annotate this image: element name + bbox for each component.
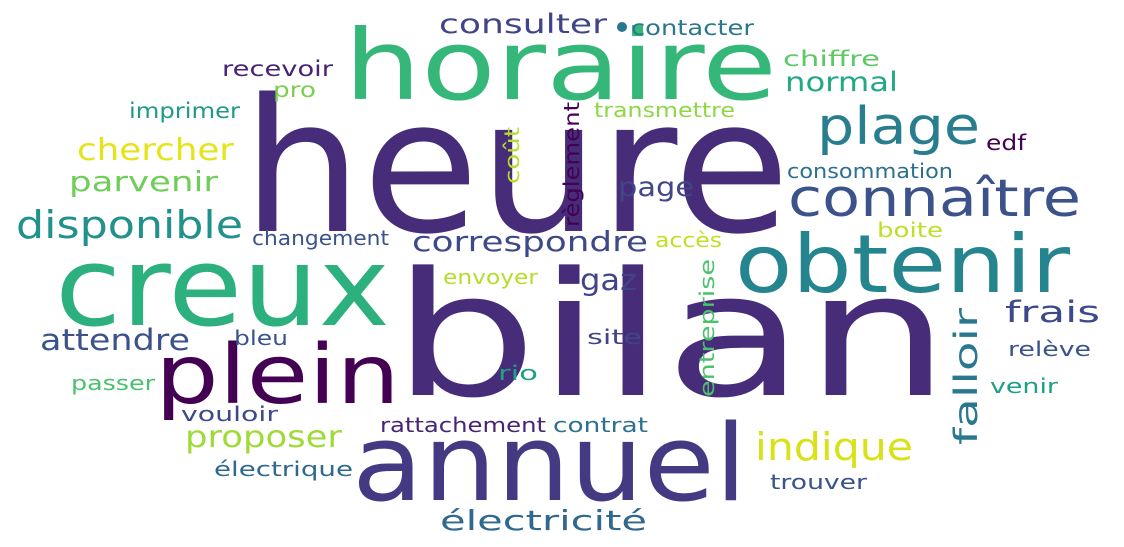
word-indique: indique [755,425,913,469]
word-envoyer: envoyer [443,265,539,289]
bullet-dot-icon [617,22,627,32]
word-vouloir: vouloir [181,402,279,426]
word-bleu: bleu [234,326,288,350]
word-obtenir: obtenir [735,218,1070,311]
word-chiffre: chiffre [783,47,880,71]
word-electricite: électricité [440,504,647,537]
word-heure: heure [242,59,790,275]
word-consulter: consulter [439,9,608,40]
word-reglement: règlement [560,102,584,227]
word-changement: changement [252,226,389,250]
word-plein: plein [155,328,400,423]
word-acces: accès [655,228,722,252]
word-normal: normal [785,67,898,98]
word-passer: passer [71,371,156,395]
word-pro: pro [273,78,316,102]
word-imprimer: imprimer [129,99,240,123]
word-parvenir: parvenir [69,165,219,198]
word-connaitre: connaître [788,169,1081,229]
word-frais: frais [1005,295,1100,329]
word-consommation: consommation [787,159,953,183]
word-rio: rio [498,361,538,385]
word-boite: boite [877,218,943,242]
word-disponible: disponible [16,203,243,247]
word-transmettre: transmettre [594,98,735,122]
word-chercher: chercher [77,133,235,168]
word-annuel: annuel [352,402,747,525]
word-attendre: attendre [40,323,190,357]
word-gaz: gaz [580,263,637,297]
word-rattachement: rattachement [380,413,546,437]
word-venir: venir [990,374,1059,398]
word-bilan: bilan [392,235,950,436]
word-site: site [587,325,642,349]
word-plage: plage [817,97,980,157]
word-recevoir: recevoir [222,57,333,81]
word-trouver: trouver [770,470,868,494]
word-releve: relève [1008,337,1091,361]
word-contrat: contrat [553,413,648,437]
word-edf: edf [986,131,1027,155]
word-contacter: contacter [631,16,754,40]
word-page: page [618,172,694,203]
word-cout: coût [500,127,524,184]
word-correspondre: correspondre [412,225,648,258]
word-entreprise: entreprise [695,259,719,397]
word-electrique: électrique [214,457,353,481]
word-proposer: proposer [185,420,343,455]
word-horaire: horaire [344,9,777,122]
word-falloir: falloir [947,307,985,445]
word-creux: creux [55,223,390,351]
